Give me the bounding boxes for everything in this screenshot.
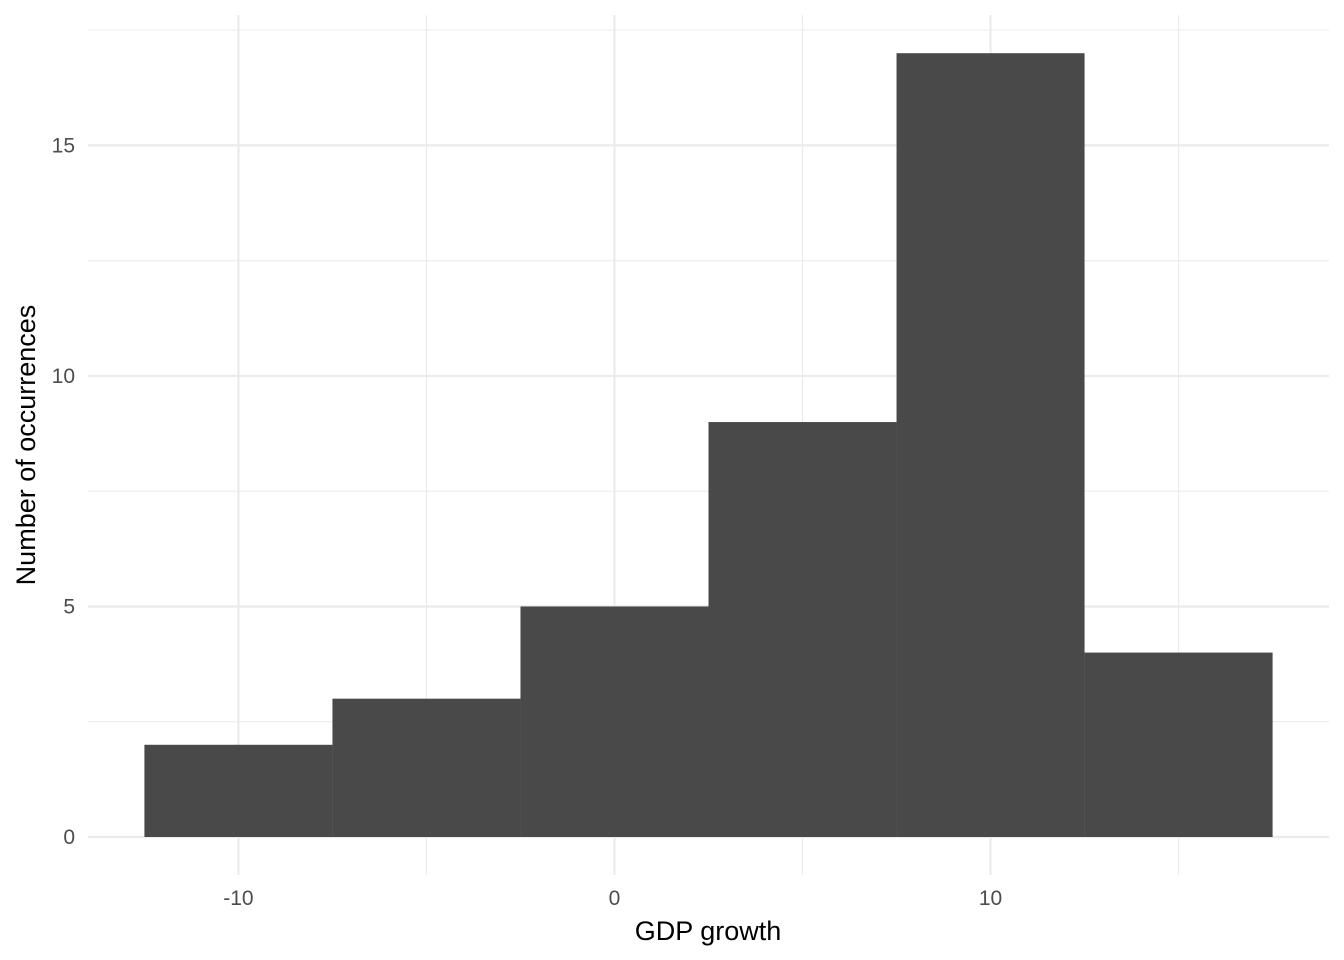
- histogram-bar: [520, 606, 709, 837]
- x-tick-label: -10: [223, 887, 253, 910]
- x-axis-tick-labels: -10 0 10: [223, 887, 1002, 910]
- y-tick-label: 5: [63, 595, 75, 618]
- histogram-bar: [896, 53, 1085, 837]
- histogram-bar: [332, 698, 521, 837]
- y-tick-label: 10: [52, 365, 75, 388]
- histogram-bar: [1084, 652, 1273, 837]
- histogram-bars: [144, 53, 1273, 837]
- x-axis-title: GDP growth: [635, 916, 782, 946]
- histogram-bar: [144, 744, 333, 837]
- x-tick-label: 10: [979, 887, 1002, 910]
- y-tick-label: 15: [52, 134, 75, 157]
- x-tick-label: 0: [609, 887, 621, 910]
- histogram-bar: [708, 422, 897, 837]
- y-tick-label: 0: [63, 826, 75, 849]
- y-axis-tick-labels: 0 5 10 15: [52, 134, 75, 849]
- y-axis-title: Number of occurrences: [11, 305, 41, 586]
